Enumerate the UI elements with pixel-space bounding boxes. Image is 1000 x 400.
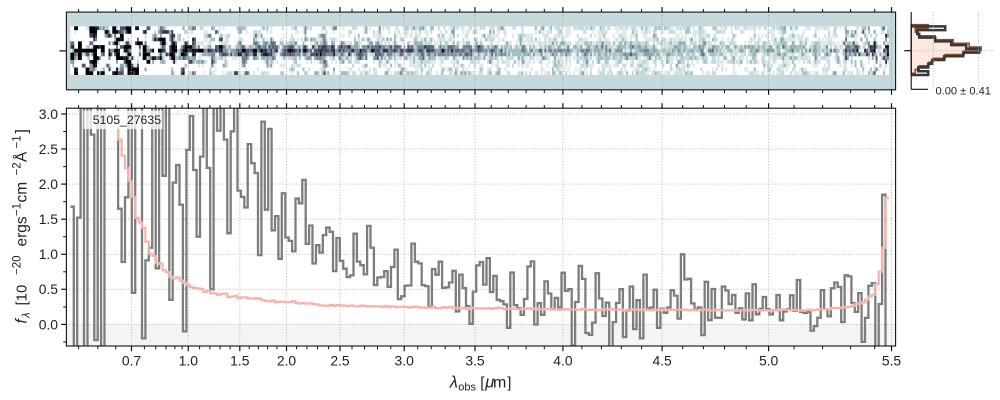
svg-text:2.0: 2.0: [39, 176, 59, 192]
svg-text:fλ[10−20ergs−1cm−2Å−1]: fλ[10−20ergs−1cm−2Å−1]: [12, 129, 33, 323]
svg-text:3.5: 3.5: [465, 353, 485, 369]
svg-text:2.5: 2.5: [330, 353, 350, 369]
svg-text:5.5: 5.5: [882, 353, 902, 369]
svg-text:1.0: 1.0: [179, 353, 199, 369]
svg-text:0.00 ± 0.41: 0.00 ± 0.41: [936, 86, 991, 98]
svg-text:4.5: 4.5: [652, 353, 672, 369]
svg-text:2.5: 2.5: [39, 141, 59, 157]
svg-text:λobs[μm]: λobs [μm]: [449, 374, 512, 394]
svg-text:3.0: 3.0: [39, 106, 59, 122]
svg-text:3.0: 3.0: [395, 353, 415, 369]
svg-text:0.0: 0.0: [39, 316, 59, 332]
svg-text:0.5: 0.5: [39, 281, 59, 297]
svg-text:4.0: 4.0: [553, 353, 573, 369]
svg-text:5105_27635: 5105_27635: [93, 113, 162, 127]
svg-text:5.0: 5.0: [759, 353, 779, 369]
svg-text:1.5: 1.5: [230, 353, 250, 369]
svg-text:1.5: 1.5: [39, 211, 59, 227]
svg-text:2.0: 2.0: [277, 353, 297, 369]
svg-text:1.0: 1.0: [39, 246, 59, 262]
svg-text:0.7: 0.7: [122, 353, 142, 369]
